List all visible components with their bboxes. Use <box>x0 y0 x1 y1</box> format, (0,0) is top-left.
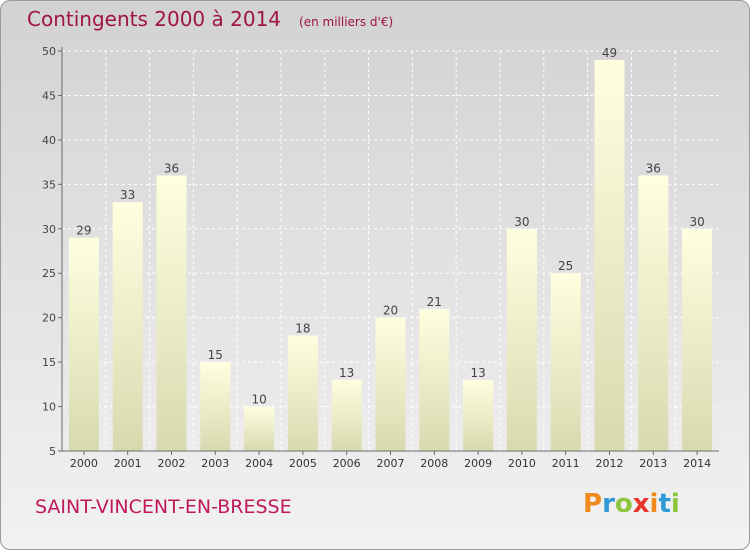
data-label: 21 <box>427 295 442 309</box>
data-label: 33 <box>120 188 135 202</box>
data-label: 30 <box>689 215 704 229</box>
x-tick-label: 2008 <box>420 457 448 470</box>
bar <box>244 406 275 451</box>
y-tick-label: 30 <box>42 223 56 236</box>
y-tick-label: 45 <box>42 89 56 102</box>
bar <box>331 379 362 451</box>
bar <box>594 59 625 452</box>
x-tick-label: 2014 <box>683 457 711 470</box>
x-tick-label: 2011 <box>552 457 580 470</box>
bar <box>287 335 318 451</box>
chart-title: Contingents 2000 à 2014 <box>27 7 282 31</box>
data-label: 13 <box>339 366 354 380</box>
x-tick-label: 2002 <box>158 457 186 470</box>
axes: 5 10 15 20 25 30 35 40 45 50 2000 2001 2002 2003 2004 2… <box>42 45 719 470</box>
x-tick-label: 2009 <box>464 457 492 470</box>
bar <box>682 228 713 451</box>
y-tick-label: 25 <box>42 267 56 280</box>
data-label: 25 <box>558 259 573 273</box>
data-label: 49 <box>602 46 617 60</box>
data-label: 13 <box>470 366 485 380</box>
bar <box>156 175 187 451</box>
x-tick-label: 2004 <box>245 457 273 470</box>
y-tick-label: 35 <box>42 178 56 191</box>
proxiti-logo[interactable]: Proxiti <box>583 489 680 519</box>
data-label: 10 <box>251 393 266 407</box>
y-tick-label: 15 <box>42 356 56 369</box>
bars <box>68 59 713 452</box>
data-label: 30 <box>514 215 529 229</box>
y-tick-label: 5 <box>49 445 56 458</box>
bar <box>463 379 494 451</box>
data-label: 18 <box>295 321 310 335</box>
x-tick-label: 2005 <box>289 457 317 470</box>
x-tick-label: 2012 <box>596 457 624 470</box>
x-tick-label: 2003 <box>201 457 229 470</box>
bar <box>638 175 669 451</box>
x-tick-label: 2006 <box>333 457 361 470</box>
x-tick-label: 2001 <box>114 457 142 470</box>
data-label: 29 <box>76 224 91 238</box>
x-tick-label: 2007 <box>377 457 405 470</box>
place-name: SAINT-VINCENT-EN-BRESSE <box>35 496 292 518</box>
x-tick-label: 2010 <box>508 457 536 470</box>
y-tick-label: 40 <box>42 134 56 147</box>
x-tick-label: 2000 <box>70 457 98 470</box>
bar <box>112 202 143 451</box>
data-label: 36 <box>164 161 179 175</box>
bar <box>68 237 99 451</box>
y-tick-label: 10 <box>42 401 56 414</box>
data-label: 15 <box>208 348 223 362</box>
chart-unit: (en milliers d'€) <box>299 15 394 29</box>
bar <box>200 362 231 451</box>
y-tick-label: 50 <box>42 45 56 58</box>
bar <box>419 308 450 451</box>
bar <box>550 273 581 451</box>
bar <box>375 317 406 451</box>
data-labels: 29 33 36 15 10 18 13 20 21 13 30 25 49 36 30 <box>76 46 704 407</box>
data-label: 20 <box>383 304 398 318</box>
y-tick-label: 20 <box>42 312 56 325</box>
data-label: 36 <box>646 161 661 175</box>
chart-title-block: Contingents 2000 à 2014 (en milliers d'€) <box>27 7 393 31</box>
x-tick-label: 2013 <box>639 457 667 470</box>
bar <box>506 228 537 451</box>
